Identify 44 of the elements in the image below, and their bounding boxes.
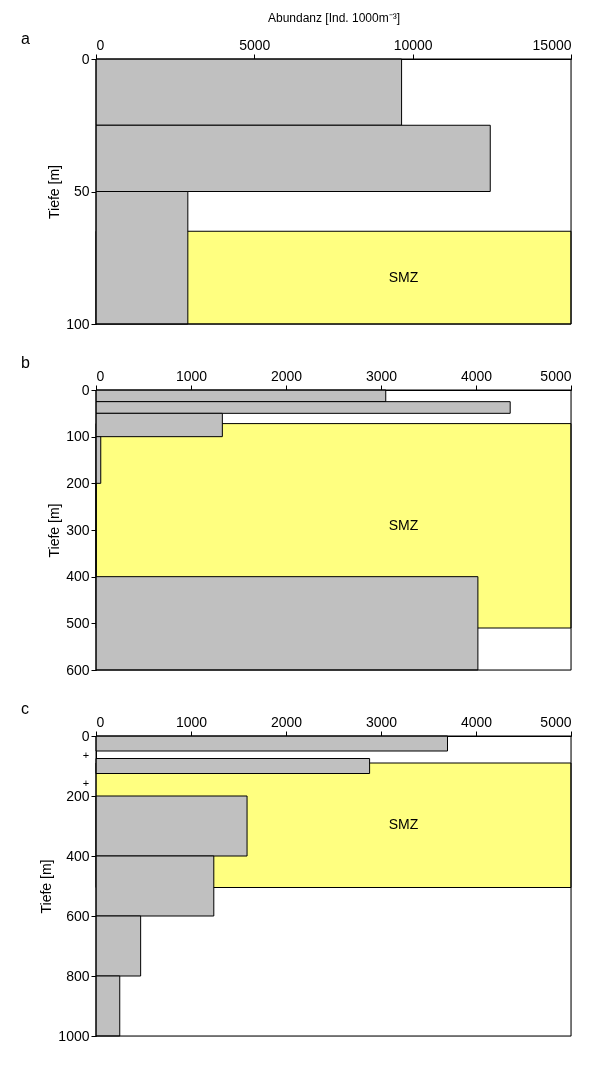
y-tick-label: 100: [66, 315, 90, 332]
y-tick-label: 100: [66, 428, 90, 445]
x-tick-label: 10000: [393, 36, 433, 53]
annotation: +: [82, 748, 90, 761]
x-tick-label: 3000: [365, 367, 398, 384]
x-tick-label: 4000: [460, 367, 493, 384]
y-tick-label: 600: [66, 661, 90, 678]
y-tick-label: 200: [66, 787, 90, 804]
y-tick-label: 500: [66, 614, 90, 631]
y-axis-title: Tiefe [m]: [38, 859, 55, 914]
x-tick-label: 2000: [270, 367, 303, 384]
band-label: SMZ: [388, 816, 419, 833]
x-axis-title: Abundanz [Ind. 1000m⁻³]: [267, 10, 401, 25]
x-tick-label: 5000: [540, 713, 572, 730]
chart-title: c: [21, 700, 29, 717]
band-label: SMZ: [388, 516, 419, 533]
x-tick-label: 1000: [175, 713, 208, 730]
x-tick-label: 0: [96, 36, 105, 53]
chart-title: a: [21, 30, 30, 47]
chart-title: b: [21, 354, 30, 371]
y-tick-label: 400: [66, 568, 90, 585]
y-tick-label: 1000: [58, 1027, 90, 1044]
y-tick-label: 50: [73, 183, 90, 199]
x-tick-label: 5000: [239, 36, 271, 53]
y-tick-label: 200: [66, 474, 90, 491]
y-tick-label: 0: [81, 50, 90, 67]
y-tick-label: 0: [81, 727, 90, 744]
y-tick-label: 400: [66, 847, 90, 864]
x-tick-label: 1000: [175, 367, 208, 384]
x-tick-label: 0: [96, 713, 105, 730]
x-tick-label: 15000: [532, 36, 572, 53]
x-tick-label: 4000: [460, 713, 493, 730]
annotation: +: [82, 777, 90, 789]
y-tick-label: 0: [81, 381, 90, 398]
y-axis-title: Tiefe [m]: [46, 165, 63, 219]
y-tick-label: 300: [66, 521, 90, 538]
y-tick-label: 600: [66, 907, 90, 924]
x-tick-label: 3000: [365, 713, 398, 730]
x-tick-label: 5000: [540, 367, 572, 384]
y-tick-label: 800: [66, 967, 90, 984]
y-axis-title: Tiefe [m]: [46, 503, 63, 558]
band-label: SMZ: [388, 268, 419, 285]
x-tick-label: 2000: [270, 713, 303, 730]
x-tick-label: 0: [96, 367, 105, 384]
